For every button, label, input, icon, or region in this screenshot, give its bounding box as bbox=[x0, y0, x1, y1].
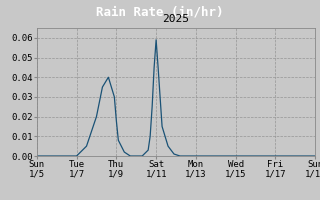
Text: Rain Rate (in/hr): Rain Rate (in/hr) bbox=[96, 5, 224, 19]
Text: 2025: 2025 bbox=[163, 14, 189, 24]
